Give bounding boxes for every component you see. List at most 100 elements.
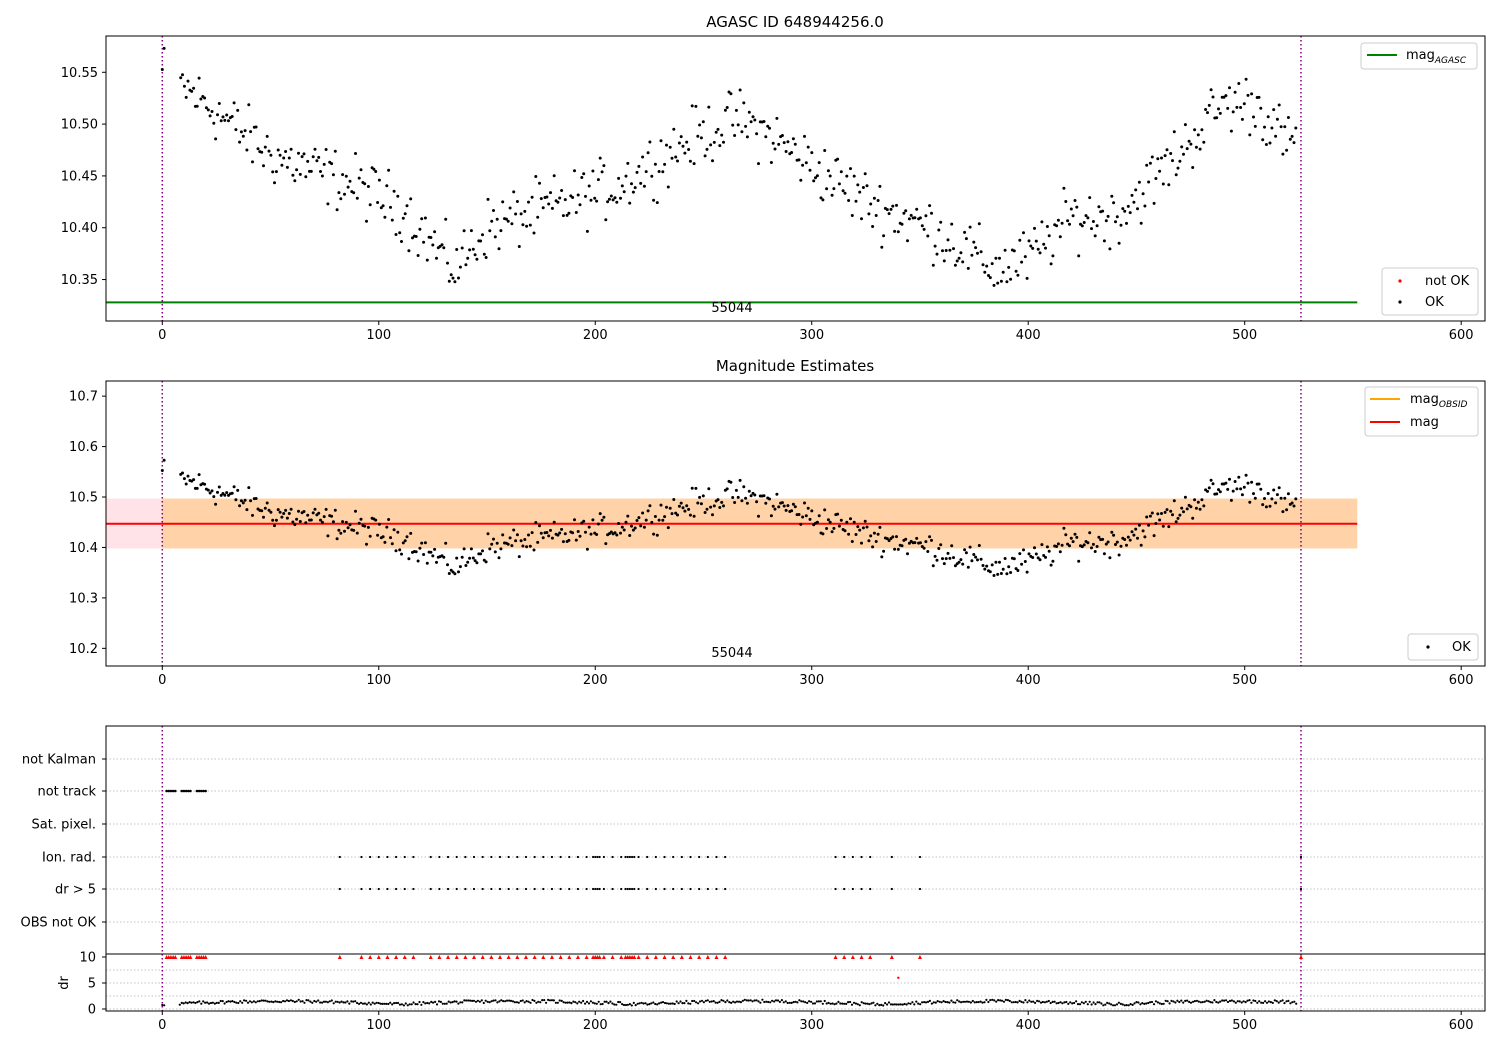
dr-point <box>217 1001 220 1005</box>
data-point <box>580 521 584 525</box>
dr-point <box>1139 1003 1142 1006</box>
dr-point <box>250 1001 253 1004</box>
data-point <box>749 120 753 124</box>
data-point <box>433 547 437 551</box>
data-point <box>935 558 939 562</box>
data-point <box>815 520 819 524</box>
data-point <box>769 514 773 518</box>
dr-point <box>874 1004 877 1007</box>
dr-capped-marker <box>567 955 572 959</box>
dr-point <box>960 1001 963 1004</box>
data-point <box>985 264 989 268</box>
dr-point <box>373 1002 376 1005</box>
dr-capped-marker <box>697 955 702 959</box>
dr-point <box>223 1002 226 1005</box>
dr-point <box>987 1000 990 1004</box>
data-point <box>238 504 242 508</box>
dr-point <box>782 1001 785 1004</box>
data-point <box>230 115 234 118</box>
dr-point <box>437 1000 441 1003</box>
data-point <box>1156 157 1160 161</box>
mag-legend-label: mag <box>1410 415 1439 430</box>
dr-point <box>459 1001 462 1004</box>
ion-rad-point <box>394 855 398 859</box>
data-point <box>401 216 405 220</box>
data-point <box>262 515 265 519</box>
dr-point <box>307 999 310 1002</box>
dr-point <box>523 1001 526 1004</box>
data-point <box>963 230 967 234</box>
data-point <box>1025 276 1029 280</box>
data-point <box>972 553 976 556</box>
data-point <box>845 520 849 524</box>
data-point <box>446 261 449 265</box>
data-point <box>1112 201 1116 205</box>
dr-point <box>693 999 696 1003</box>
data-point <box>195 486 199 490</box>
data-point <box>346 185 350 189</box>
data-point <box>777 505 781 509</box>
data-point <box>1215 116 1219 120</box>
dr-point <box>1184 999 1187 1003</box>
data-point <box>948 248 952 252</box>
data-point <box>324 507 328 511</box>
dr-capped-marker <box>385 955 390 959</box>
data-point <box>942 562 946 566</box>
dr-point <box>702 1001 706 1004</box>
data-point <box>1279 496 1283 500</box>
data-point <box>631 190 635 194</box>
data-point <box>243 498 247 502</box>
data-point <box>747 489 751 493</box>
data-point <box>1005 280 1009 284</box>
data-point <box>383 215 387 219</box>
ion-rad-point <box>672 855 675 859</box>
data-point <box>204 106 208 110</box>
data-point <box>676 513 679 517</box>
data-point <box>1128 538 1132 542</box>
dr-point <box>377 1001 380 1005</box>
dr-point <box>897 1003 900 1006</box>
data-point <box>817 514 821 518</box>
dr-point <box>299 1000 302 1003</box>
dr-point <box>926 1000 930 1004</box>
data-point <box>585 547 589 551</box>
dr-point <box>615 1003 618 1006</box>
dr-point <box>200 1002 203 1005</box>
dr-point <box>981 1001 984 1004</box>
data-point <box>584 530 587 534</box>
data-point <box>1224 94 1228 98</box>
data-point <box>659 139 663 143</box>
data-point <box>458 565 462 569</box>
data-point <box>1193 128 1197 132</box>
data-point <box>1152 201 1156 205</box>
dr-point <box>472 999 476 1002</box>
data-point <box>429 236 433 239</box>
data-point <box>755 132 759 136</box>
dr-point <box>1061 1002 1064 1005</box>
data-point <box>714 130 718 134</box>
dr5-point <box>403 887 406 891</box>
data-point <box>538 181 541 185</box>
data-point <box>376 533 380 537</box>
dr-point <box>408 1003 411 1006</box>
data-point <box>558 531 562 535</box>
dr5-point <box>598 887 601 891</box>
data-point <box>633 186 637 190</box>
data-point <box>757 162 760 166</box>
not-track-point <box>169 789 173 793</box>
dr-point <box>270 1000 273 1003</box>
dr-point <box>1000 999 1004 1002</box>
data-point <box>996 281 1000 285</box>
data-point <box>1137 180 1141 184</box>
data-point <box>589 198 593 202</box>
data-point <box>359 517 363 521</box>
data-point <box>245 508 249 512</box>
dr-point <box>794 1000 797 1003</box>
data-point <box>1104 542 1108 546</box>
dr-point <box>449 1001 452 1004</box>
dr-capped-marker <box>610 955 615 959</box>
dr-point <box>576 1002 579 1005</box>
dr-point <box>780 999 784 1002</box>
data-point <box>1274 501 1278 505</box>
panel1-axes: 0 100 200 300 400 500 60010.3510.4010.4510.501… <box>61 66 1474 343</box>
